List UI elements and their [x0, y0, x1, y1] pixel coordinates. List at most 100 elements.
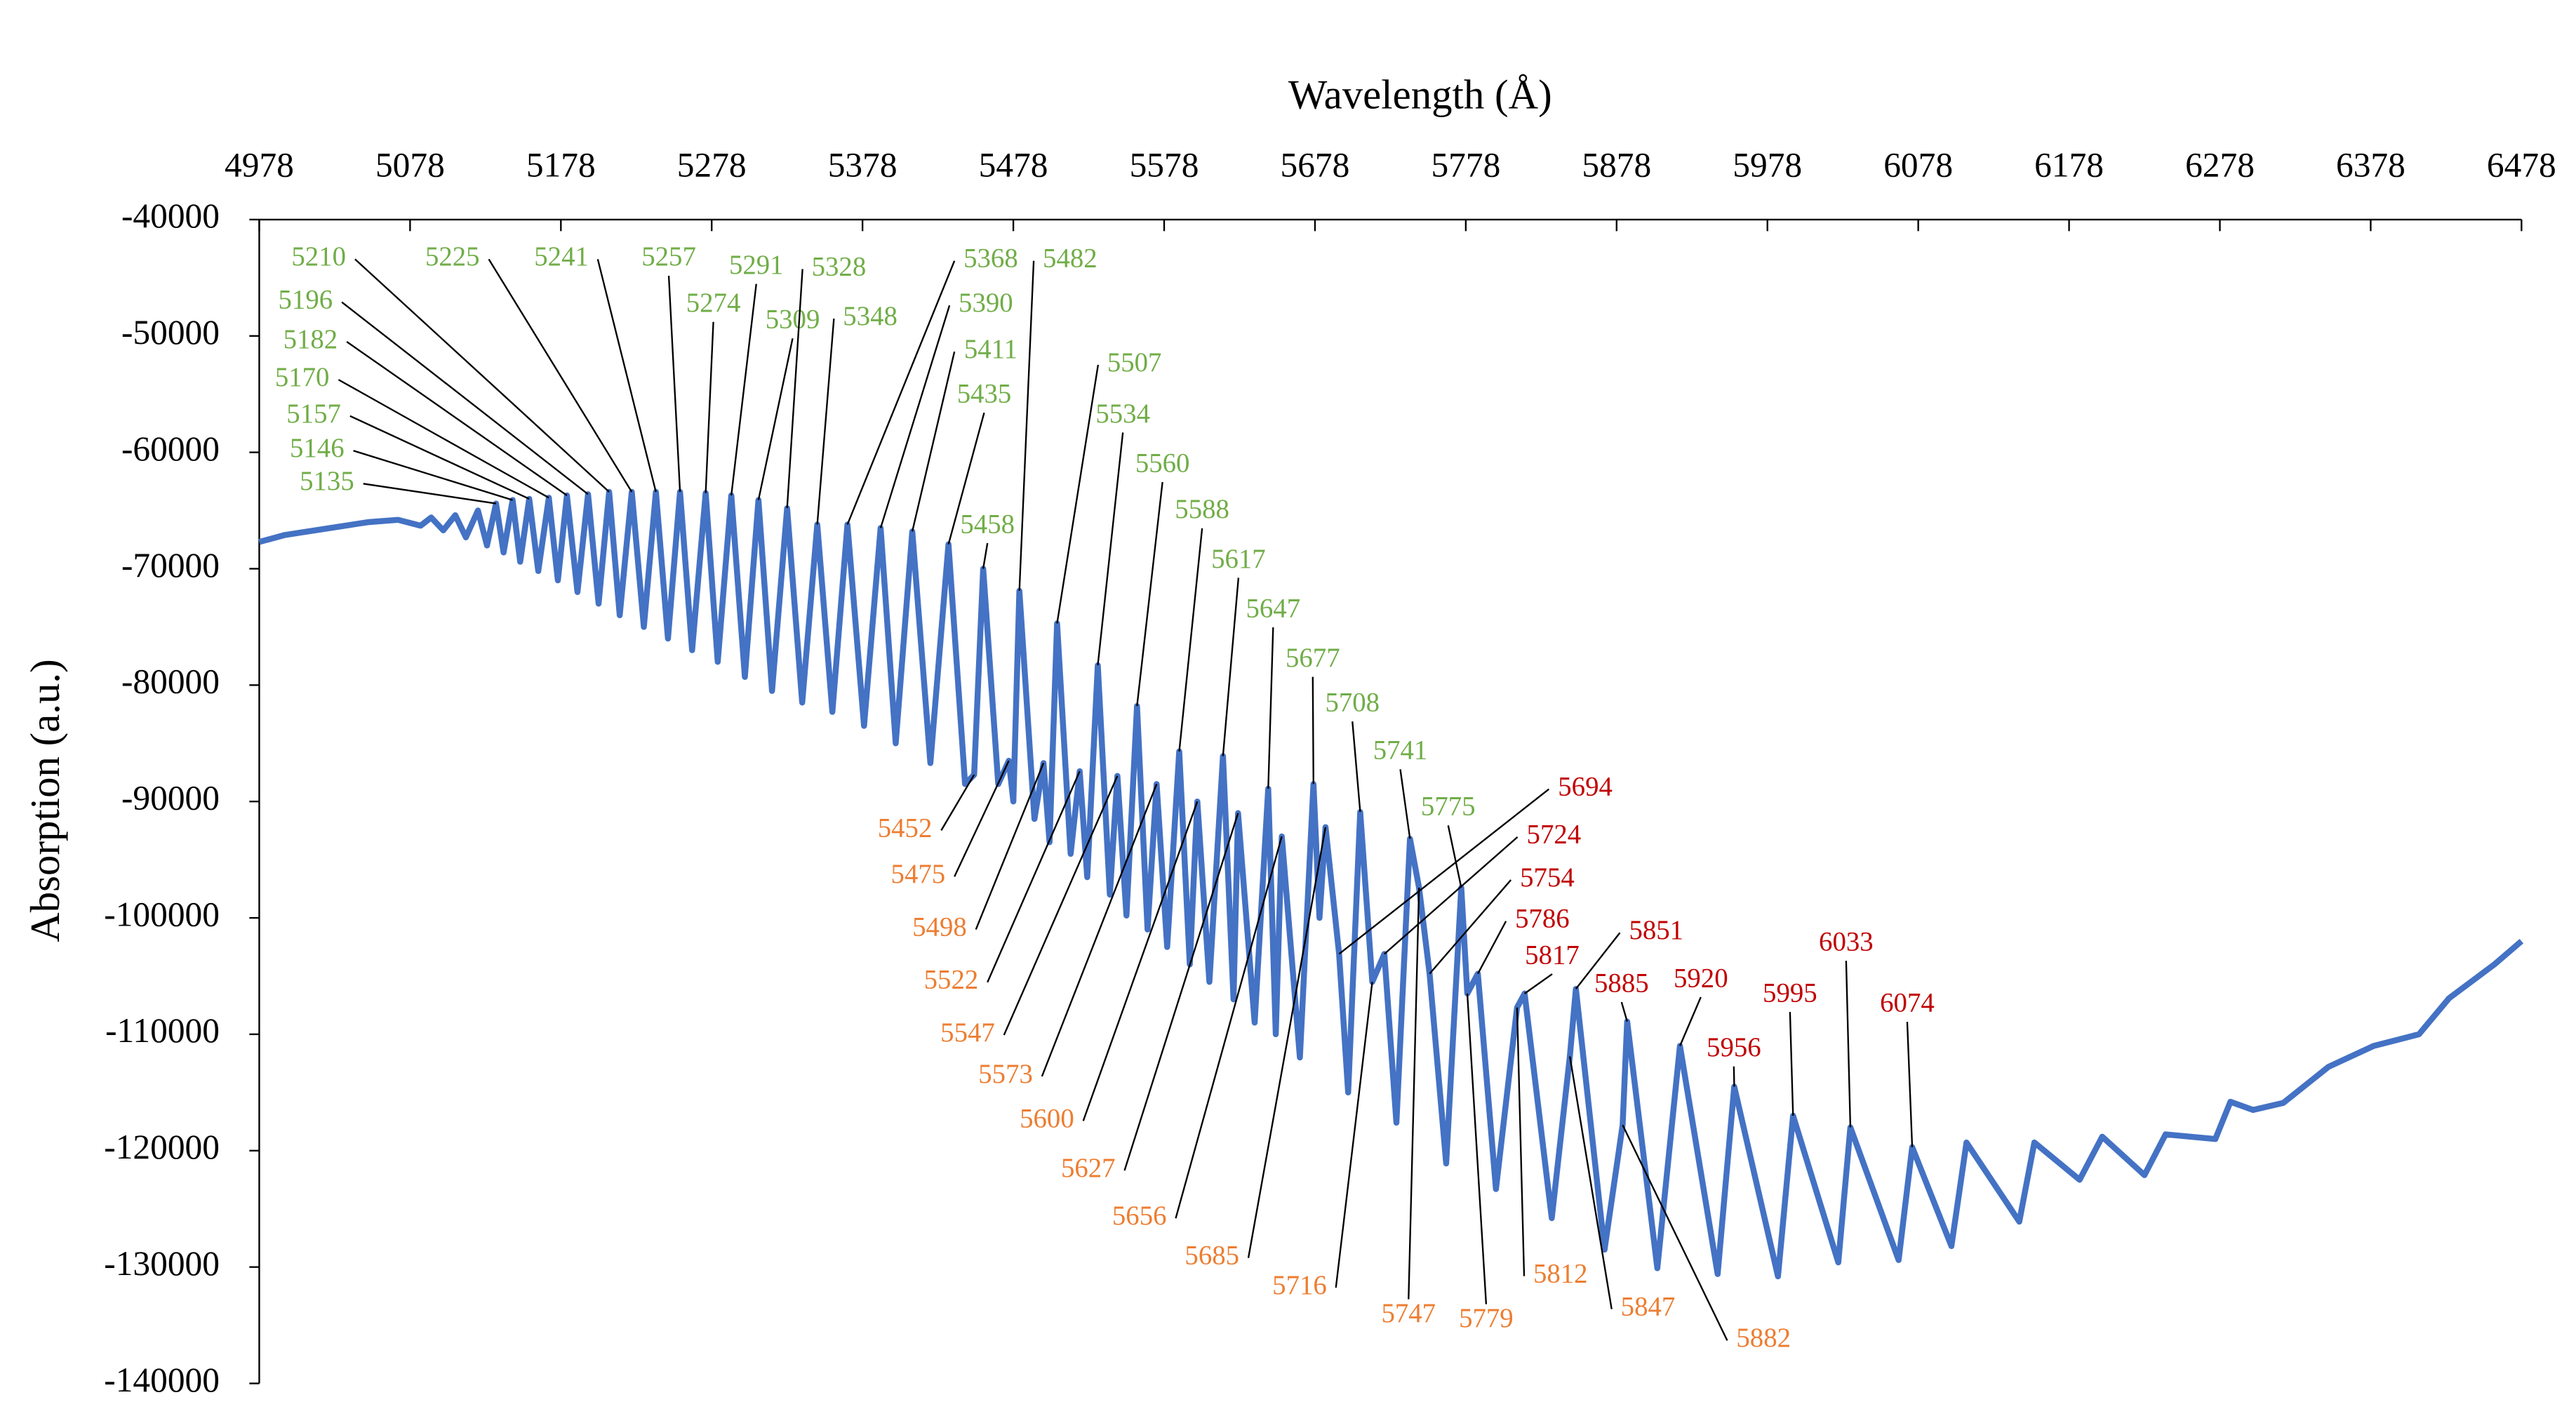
annotation-label: 5754 — [1520, 862, 1575, 893]
annotation-label: 5851 — [1629, 915, 1683, 945]
annotation-leader — [1477, 921, 1507, 975]
annotation-leader — [1123, 813, 1239, 1171]
x-axis-title: Wavelength (Å) — [1288, 72, 1552, 118]
annotation-leader — [757, 338, 794, 500]
annotation-leader — [1524, 973, 1553, 994]
annotation-label: 5146 — [290, 433, 345, 463]
annotation-leader — [1447, 825, 1462, 888]
annotation-label: 5241 — [534, 241, 589, 272]
annotation-leader — [596, 259, 657, 493]
annotation-leader — [1384, 836, 1519, 955]
annotation-leader — [1082, 801, 1199, 1121]
annotation-label: 5716 — [1272, 1270, 1327, 1300]
x-tick-label: 5878 — [1582, 145, 1651, 184]
annotation-label: 5507 — [1107, 347, 1162, 378]
annotation-label: 5210 — [291, 241, 346, 272]
annotation-leader — [1175, 836, 1283, 1219]
annotation-label: 5573 — [978, 1059, 1033, 1089]
annotation-label: 5157 — [286, 399, 341, 429]
annotation-label: 5775 — [1421, 792, 1476, 822]
annotation-label: 5411 — [964, 334, 1017, 364]
annotation-label: 5435 — [957, 379, 1012, 409]
annotation-leader — [1622, 1124, 1728, 1341]
annotation-leader — [1338, 788, 1550, 955]
y-tick-label: -50000 — [121, 313, 220, 352]
annotation-label: 5498 — [912, 912, 967, 942]
y-tick-label: -70000 — [121, 546, 220, 585]
annotation-label: 5627 — [1061, 1153, 1116, 1183]
y-tick-label: -140000 — [104, 1361, 220, 1399]
x-tick-label: 5178 — [526, 145, 596, 184]
annotation-label: 5135 — [300, 466, 354, 496]
annotation-leader — [363, 483, 497, 505]
annotation-leader — [1466, 993, 1488, 1304]
annotation-label: 5685 — [1184, 1241, 1239, 1271]
annotation-leader — [975, 763, 1045, 930]
y-tick-label: -110000 — [105, 1011, 220, 1050]
annotation-leader — [1352, 721, 1361, 813]
annotation-leader — [349, 415, 530, 500]
annotation-leader — [1568, 1056, 1613, 1309]
annotation-leader — [1178, 528, 1203, 752]
annotation-leader — [1399, 769, 1411, 839]
y-tick-label: -60000 — [121, 429, 220, 468]
annotation-label: 5458 — [960, 509, 1015, 539]
annotation-leader — [947, 412, 985, 545]
annotation-label: 5920 — [1674, 963, 1728, 993]
annotation-label: 5225 — [425, 241, 480, 272]
annotation-label: 5196 — [279, 284, 333, 314]
annotation-label: 5647 — [1246, 593, 1301, 623]
x-tick-label: 6278 — [2185, 145, 2255, 184]
x-tick-label: 5978 — [1733, 145, 1802, 184]
x-tick-label: 6178 — [2034, 145, 2104, 184]
annotation-label: 5956 — [1707, 1032, 1761, 1062]
annotation-label: 5274 — [686, 288, 741, 318]
annotation-label: 5522 — [924, 965, 979, 995]
annotation-leader — [346, 341, 568, 496]
annotation-leader — [1222, 578, 1240, 756]
annotation-label: 5534 — [1095, 399, 1150, 429]
annotation-label: 6074 — [1880, 988, 1935, 1018]
annotation-label: 5656 — [1112, 1201, 1167, 1231]
annotation-label: 5779 — [1459, 1303, 1514, 1333]
annotation-leader — [1041, 783, 1158, 1077]
annotation-leader — [354, 258, 610, 493]
annotation-label: 5390 — [959, 288, 1013, 318]
annotation-label: 5812 — [1533, 1258, 1588, 1288]
annotation-leader — [1136, 481, 1163, 707]
annotation-leader — [1267, 627, 1274, 789]
annotation-label: 5600 — [1020, 1103, 1074, 1133]
annotation-leader — [353, 450, 513, 501]
annotation-label: 5786 — [1515, 904, 1570, 934]
annotation-leader — [1789, 1012, 1794, 1116]
annotation-label: 5170 — [275, 362, 330, 392]
x-tick-label: 5078 — [375, 145, 445, 184]
annotation-leader — [1335, 982, 1373, 1288]
x-tick-label: 6078 — [1883, 145, 1953, 184]
annotation-label: 5291 — [729, 250, 784, 280]
annotation-leader — [1575, 932, 1621, 989]
annotation-leader — [786, 269, 803, 509]
annotation-label: 5708 — [1325, 687, 1380, 717]
annotation-label: 5677 — [1286, 643, 1340, 673]
annotation-label: 5309 — [766, 305, 820, 335]
x-tick-label: 6378 — [2336, 145, 2405, 184]
annotation-label: 5847 — [1621, 1292, 1676, 1322]
annotation-label: 5882 — [1736, 1323, 1791, 1353]
y-tick-label: -100000 — [104, 895, 220, 933]
annotation-leader — [846, 260, 956, 525]
annotation-leader — [1247, 827, 1327, 1258]
x-tick-label: 5478 — [979, 145, 1048, 184]
x-tick-label: 4978 — [225, 145, 294, 184]
annotation-label: 5257 — [641, 241, 696, 272]
annotation-leader — [1845, 961, 1852, 1128]
annotation-label: 5588 — [1175, 494, 1229, 524]
annotation-label: 5452 — [878, 813, 933, 843]
y-tick-label: -80000 — [121, 662, 220, 701]
annotation-leader — [954, 760, 1010, 877]
x-tick-label: 5778 — [1431, 145, 1500, 184]
annotation-leader — [879, 305, 951, 528]
annotation-leader — [911, 351, 956, 532]
